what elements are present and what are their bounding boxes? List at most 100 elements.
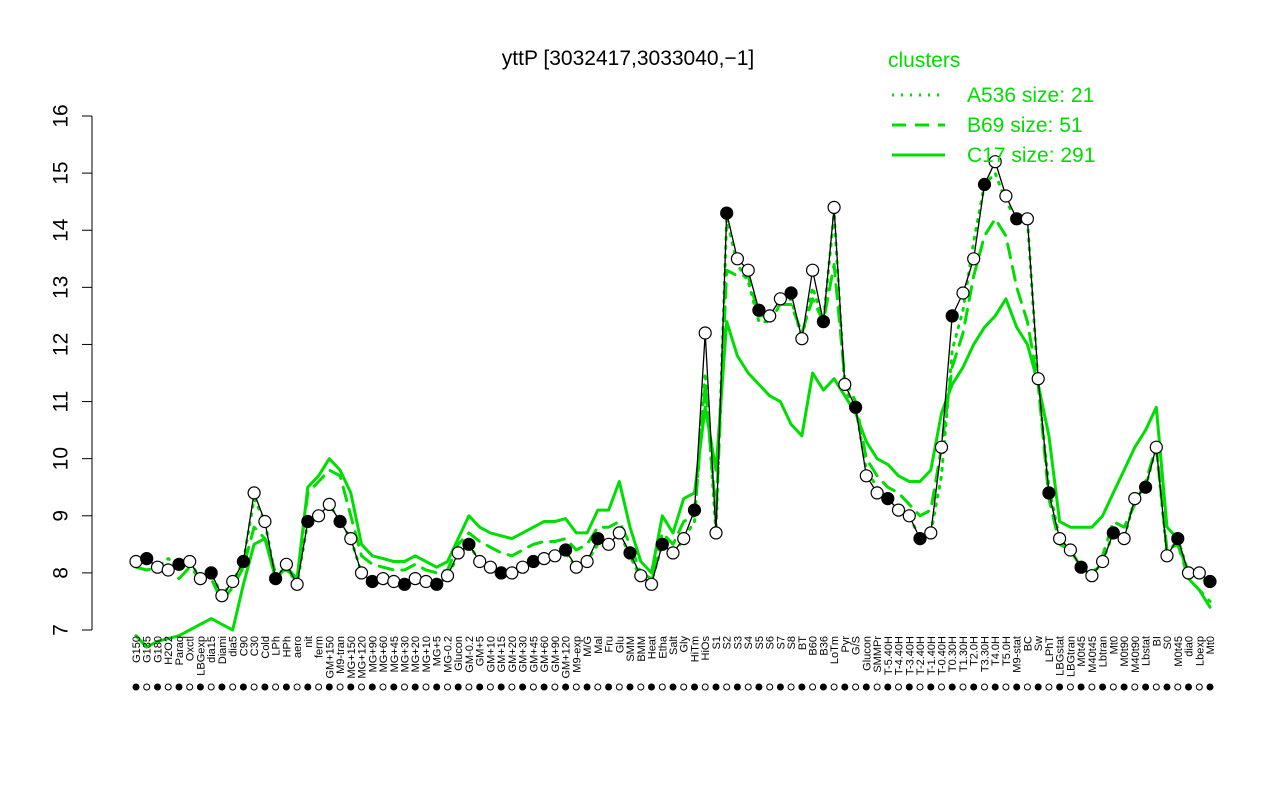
x-marker xyxy=(1195,683,1203,691)
x-tick-label: GM+30 xyxy=(518,636,530,672)
x-marker xyxy=(444,683,451,691)
data-point xyxy=(881,492,895,506)
x-marker xyxy=(841,683,849,691)
x-marker xyxy=(476,683,484,691)
x-marker xyxy=(1034,683,1042,691)
data-point xyxy=(236,554,250,569)
data-point xyxy=(269,571,283,586)
data-point xyxy=(1031,372,1045,386)
x-marker xyxy=(1120,683,1128,691)
x-marker xyxy=(680,683,688,691)
x-tick-label: M0t90 xyxy=(1119,636,1131,667)
x-marker xyxy=(272,683,280,691)
x-marker xyxy=(239,683,247,691)
x-marker xyxy=(497,683,505,691)
data-point xyxy=(741,263,755,277)
x-tick-label: MG+150 xyxy=(346,636,358,679)
y-tick-label: 9 xyxy=(50,510,73,522)
data-point xyxy=(548,549,562,563)
x-tick-label: S0 xyxy=(1162,636,1174,649)
data-point xyxy=(1138,480,1153,494)
x-marker xyxy=(1163,683,1171,691)
x-tick-label: MG+10 xyxy=(421,636,433,672)
x-marker xyxy=(229,683,237,691)
x-marker xyxy=(927,683,935,691)
x-tick-label: Salt xyxy=(668,636,680,655)
data-point xyxy=(848,400,863,414)
data-point xyxy=(687,503,702,517)
x-tick-label: G150 xyxy=(131,636,143,663)
x-tick-label: T3.30H xyxy=(980,636,992,672)
x-marker xyxy=(401,683,408,691)
x-tick-label: Cold xyxy=(260,636,272,659)
data-point xyxy=(1160,549,1174,563)
x-marker xyxy=(186,683,194,691)
x-marker xyxy=(981,683,988,691)
x-marker xyxy=(701,683,709,691)
x-marker xyxy=(1099,683,1107,691)
x-tick-label: M9-stat xyxy=(1012,636,1024,673)
data-point xyxy=(1171,531,1185,546)
data-point xyxy=(891,503,906,517)
x-tick-label: MG-0.2 xyxy=(443,636,455,673)
x-tick-label: Gly xyxy=(679,636,691,653)
x-marker xyxy=(572,683,580,691)
x-tick-label: Sw xyxy=(1033,636,1045,651)
data-point xyxy=(462,537,476,551)
x-tick-label: MG+5 xyxy=(432,636,444,666)
data-point xyxy=(473,554,487,569)
data-point xyxy=(999,189,1013,203)
x-tick-label: Etha xyxy=(657,635,669,659)
data-point xyxy=(1042,486,1056,500)
x-tick-label: Pyr xyxy=(840,636,852,653)
x-marker xyxy=(132,683,140,691)
x-tick-label: Paraq xyxy=(174,636,186,665)
data-point xyxy=(1063,543,1078,557)
data-point xyxy=(387,574,401,589)
x-tick-label: M40t45 xyxy=(1087,636,1099,673)
x-tick-label: M0t45 xyxy=(1076,636,1088,667)
data-point xyxy=(784,286,798,300)
x-tick-label: Mal xyxy=(593,636,605,654)
x-marker xyxy=(594,683,602,691)
data-point xyxy=(988,155,1002,169)
legend-title: clusters xyxy=(888,49,960,72)
data-point xyxy=(655,537,669,551)
x-marker xyxy=(658,683,666,691)
x-marker xyxy=(154,683,161,691)
x-marker xyxy=(207,683,215,691)
data-point xyxy=(612,526,626,540)
x-marker xyxy=(1023,683,1031,691)
x-tick-label: GM+20 xyxy=(507,636,519,672)
data-point xyxy=(129,554,143,569)
x-marker xyxy=(454,683,462,691)
data-point xyxy=(204,566,218,580)
x-marker xyxy=(433,683,441,691)
x-tick-label: G135 xyxy=(142,636,154,663)
y-tick-label: 8 xyxy=(50,567,73,579)
data-point xyxy=(419,574,433,589)
x-tick-label: BC xyxy=(1022,636,1034,651)
data-point xyxy=(322,497,336,511)
x-marker xyxy=(1002,683,1010,691)
x-tick-label: S8 xyxy=(786,636,798,649)
data-point xyxy=(215,589,229,603)
x-tick-label: GM+150 xyxy=(324,636,336,679)
data-point xyxy=(709,526,723,540)
x-marker xyxy=(1109,683,1117,691)
x-marker xyxy=(422,683,430,691)
data-point xyxy=(312,509,326,523)
x-marker xyxy=(669,683,677,691)
x-marker xyxy=(411,683,419,691)
x-marker xyxy=(938,683,945,691)
x-marker xyxy=(691,683,698,691)
x-tick-label: T-2.40H xyxy=(915,636,927,675)
x-tick-label: Glucon xyxy=(453,636,465,671)
x-marker xyxy=(196,683,204,691)
x-marker xyxy=(776,683,784,691)
data-point xyxy=(870,486,884,500)
x-tick-label: Mt0 xyxy=(1108,636,1120,654)
y-tick-label: 14 xyxy=(50,218,73,242)
x-tick-label: MG+90 xyxy=(367,636,379,672)
x-tick-label: B60 xyxy=(808,636,820,656)
